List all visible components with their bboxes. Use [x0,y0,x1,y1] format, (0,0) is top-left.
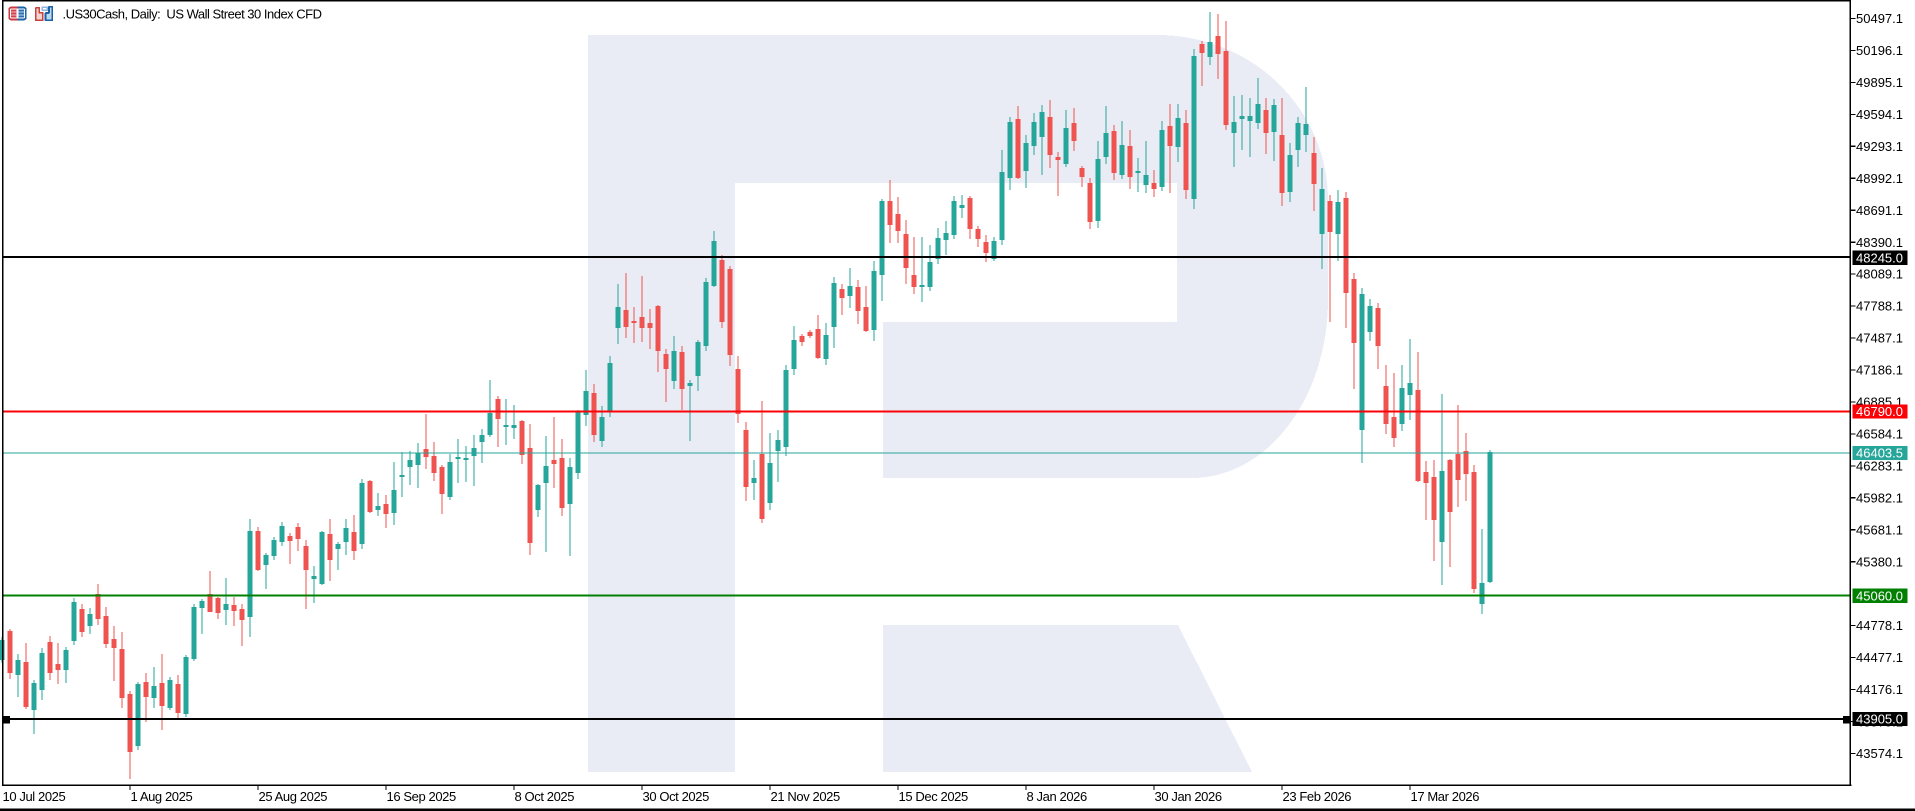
svg-text:21 Nov 2025: 21 Nov 2025 [771,789,840,804]
svg-text:46283.1: 46283.1 [1856,459,1903,474]
svg-text:8 Oct 2025: 8 Oct 2025 [515,789,575,804]
svg-text:49895.1: 49895.1 [1856,75,1903,90]
svg-text:49594.1: 49594.1 [1856,107,1903,122]
svg-text:44176.1: 44176.1 [1856,682,1903,697]
svg-text:1 Aug 2025: 1 Aug 2025 [131,789,193,804]
svg-text:44477.1: 44477.1 [1856,650,1903,665]
svg-text:17 Mar 2026: 17 Mar 2026 [1411,789,1480,804]
svg-text:48245.0: 48245.0 [1856,250,1903,265]
svg-text:10 Jul 2025: 10 Jul 2025 [3,789,66,804]
svg-text:45060.0: 45060.0 [1856,588,1903,603]
svg-text:30 Jan 2026: 30 Jan 2026 [1155,789,1222,804]
svg-text:49293.1: 49293.1 [1856,139,1903,154]
svg-text:47788.1: 47788.1 [1856,299,1903,314]
svg-text:43905.0: 43905.0 [1856,712,1903,727]
svg-text:43574.1: 43574.1 [1856,746,1903,761]
svg-text:8 Jan 2026: 8 Jan 2026 [1027,789,1088,804]
svg-text:50196.1: 50196.1 [1856,43,1903,58]
svg-text:45982.1: 45982.1 [1856,490,1903,505]
svg-text:46403.5: 46403.5 [1856,446,1903,461]
svg-text:47487.1: 47487.1 [1856,331,1903,346]
svg-text:48691.1: 48691.1 [1856,203,1903,218]
svg-text:45380.1: 45380.1 [1856,554,1903,569]
svg-text:46790.0: 46790.0 [1856,404,1903,419]
svg-text:15 Dec 2025: 15 Dec 2025 [899,789,968,804]
svg-text:47186.1: 47186.1 [1856,363,1903,378]
svg-text:45681.1: 45681.1 [1856,522,1903,537]
svg-text:50497.1: 50497.1 [1856,11,1903,26]
svg-text:48089.1: 48089.1 [1856,267,1903,282]
svg-text:16 Sep 2025: 16 Sep 2025 [387,789,457,804]
svg-text:30 Oct 2025: 30 Oct 2025 [643,789,710,804]
svg-text:48992.1: 48992.1 [1856,171,1903,186]
svg-text:46584.1: 46584.1 [1856,427,1903,442]
svg-text:48390.1: 48390.1 [1856,235,1903,250]
svg-text:.US30Cash, Daily: US Wall Str: .US30Cash, Daily: US Wall Street 30 Inde… [63,7,322,22]
svg-text:23 Feb 2026: 23 Feb 2026 [1283,789,1352,804]
svg-text:25 Aug 2025: 25 Aug 2025 [259,789,328,804]
svg-text:44778.1: 44778.1 [1856,618,1903,633]
